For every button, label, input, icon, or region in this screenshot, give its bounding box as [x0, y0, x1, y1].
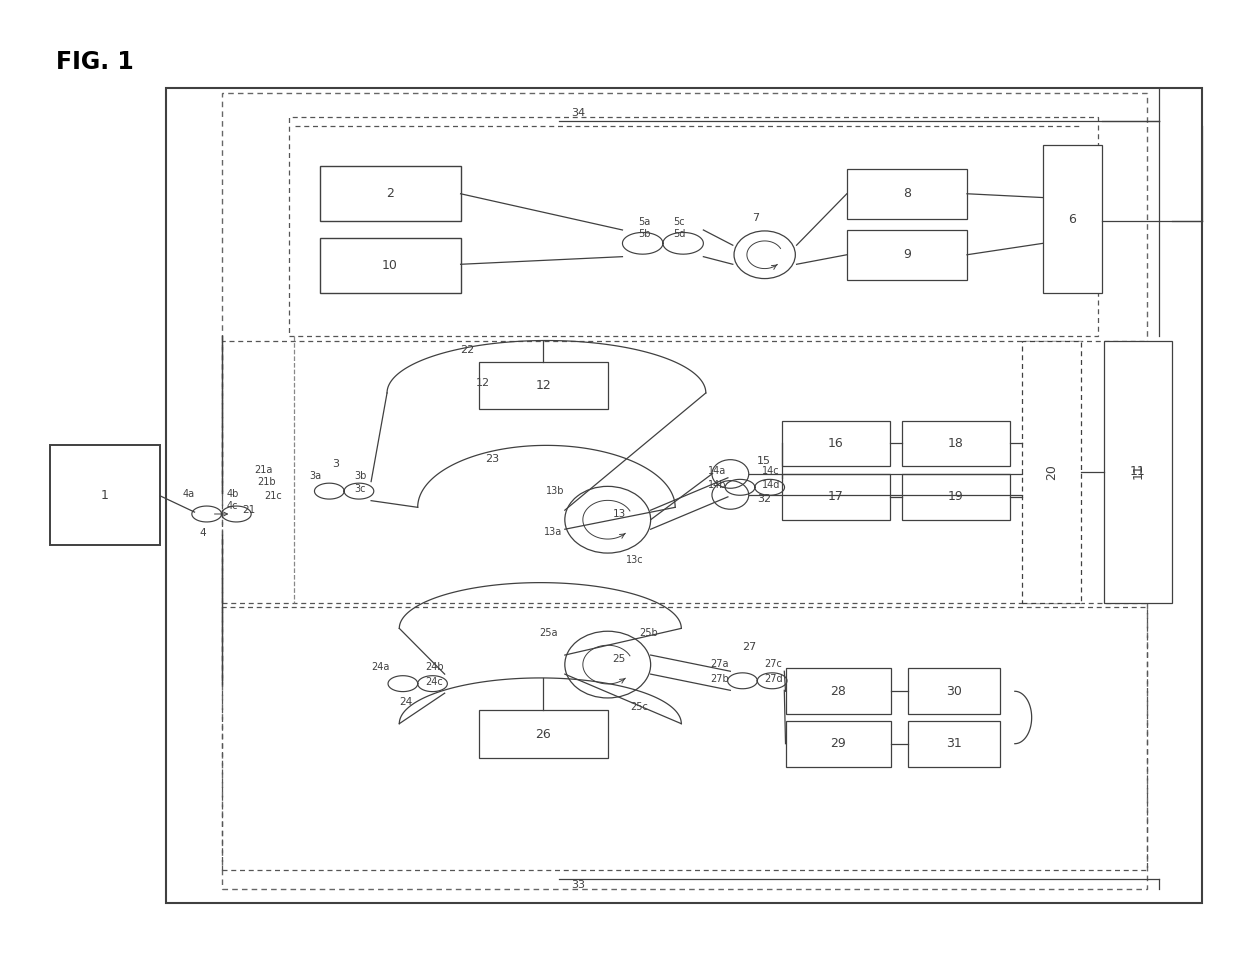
Text: 28: 28 [831, 685, 846, 698]
Text: 5b: 5b [639, 228, 651, 239]
Text: 10: 10 [382, 259, 398, 272]
Bar [222, 93, 1147, 889]
Text: 14c: 14c [763, 466, 780, 476]
Bar [166, 88, 1203, 903]
Text: 27d: 27d [765, 674, 784, 684]
Text: 24c: 24c [425, 677, 443, 687]
Text: 2: 2 [386, 188, 394, 200]
Text: 15: 15 [758, 456, 771, 466]
Text: 4b: 4b [227, 488, 239, 499]
Bar [847, 169, 967, 219]
Text: 4c: 4c [227, 501, 238, 512]
Bar [782, 421, 890, 466]
Text: 14d: 14d [763, 481, 781, 490]
Bar [222, 340, 1147, 602]
Text: 13: 13 [613, 509, 626, 518]
Bar [901, 421, 1009, 466]
Text: 33: 33 [570, 881, 585, 891]
Text: 13b: 13b [547, 485, 565, 496]
Text: 22: 22 [460, 345, 475, 355]
Text: 20: 20 [1045, 463, 1058, 480]
Bar [289, 117, 1099, 336]
Text: 11: 11 [1130, 465, 1146, 478]
Text: 19: 19 [949, 490, 963, 504]
Bar [1105, 340, 1172, 602]
Text: 31: 31 [946, 737, 962, 750]
Bar [479, 362, 608, 409]
Bar [908, 668, 1001, 715]
Text: 13c: 13c [626, 555, 644, 566]
Bar [785, 720, 892, 767]
Text: 25: 25 [613, 654, 626, 663]
Bar [1022, 340, 1081, 602]
Text: 14a: 14a [708, 466, 727, 476]
Text: 29: 29 [831, 737, 846, 750]
Text: 4: 4 [200, 528, 206, 538]
Text: 9: 9 [903, 249, 911, 261]
Bar [320, 166, 460, 221]
Text: 14b: 14b [708, 481, 727, 490]
Text: 32: 32 [758, 494, 771, 505]
Text: 25b: 25b [640, 628, 658, 638]
Text: 21a: 21a [254, 465, 273, 475]
Text: 12: 12 [476, 378, 490, 388]
Text: 7: 7 [753, 214, 760, 223]
Bar [782, 474, 890, 519]
Text: 30: 30 [946, 685, 962, 698]
Bar [847, 230, 967, 279]
Text: 24b: 24b [425, 662, 444, 672]
Text: 18: 18 [949, 437, 963, 450]
Text: 24: 24 [399, 697, 413, 708]
Text: 25a: 25a [539, 628, 558, 638]
Text: 3b: 3b [353, 471, 366, 481]
Bar [1043, 145, 1102, 293]
Text: 27b: 27b [711, 674, 729, 684]
Bar [222, 607, 1147, 869]
Text: 1: 1 [102, 489, 109, 502]
Text: 11: 11 [1132, 464, 1145, 480]
Text: 25c: 25c [630, 702, 647, 713]
Text: 26: 26 [536, 728, 552, 741]
Text: 5a: 5a [639, 218, 651, 227]
Text: 21c: 21c [264, 490, 283, 501]
Bar [908, 720, 1001, 767]
Bar [479, 711, 608, 758]
Text: 6: 6 [1069, 213, 1076, 225]
Text: 4a: 4a [182, 488, 195, 499]
Text: 27a: 27a [711, 659, 729, 669]
Text: 3c: 3c [353, 484, 366, 494]
Text: 23: 23 [485, 454, 500, 464]
Bar [785, 668, 892, 715]
Text: 3: 3 [332, 459, 339, 469]
Text: 12: 12 [536, 379, 552, 392]
Text: 8: 8 [903, 188, 911, 200]
Bar [50, 446, 160, 545]
Text: 17: 17 [828, 490, 843, 504]
Text: 24a: 24a [371, 662, 389, 672]
Text: 27c: 27c [765, 659, 782, 669]
Text: 27: 27 [743, 642, 756, 652]
Text: 3a: 3a [310, 471, 322, 481]
Text: 5c: 5c [673, 218, 684, 227]
Text: 13a: 13a [544, 527, 562, 537]
Text: FIG. 1: FIG. 1 [56, 50, 134, 73]
Text: 16: 16 [828, 437, 843, 450]
Text: 34: 34 [570, 108, 585, 119]
Bar [901, 474, 1009, 519]
Text: 5d: 5d [673, 228, 684, 239]
Text: 21b: 21b [257, 478, 275, 487]
Text: 21: 21 [242, 505, 255, 515]
Bar [320, 238, 460, 293]
